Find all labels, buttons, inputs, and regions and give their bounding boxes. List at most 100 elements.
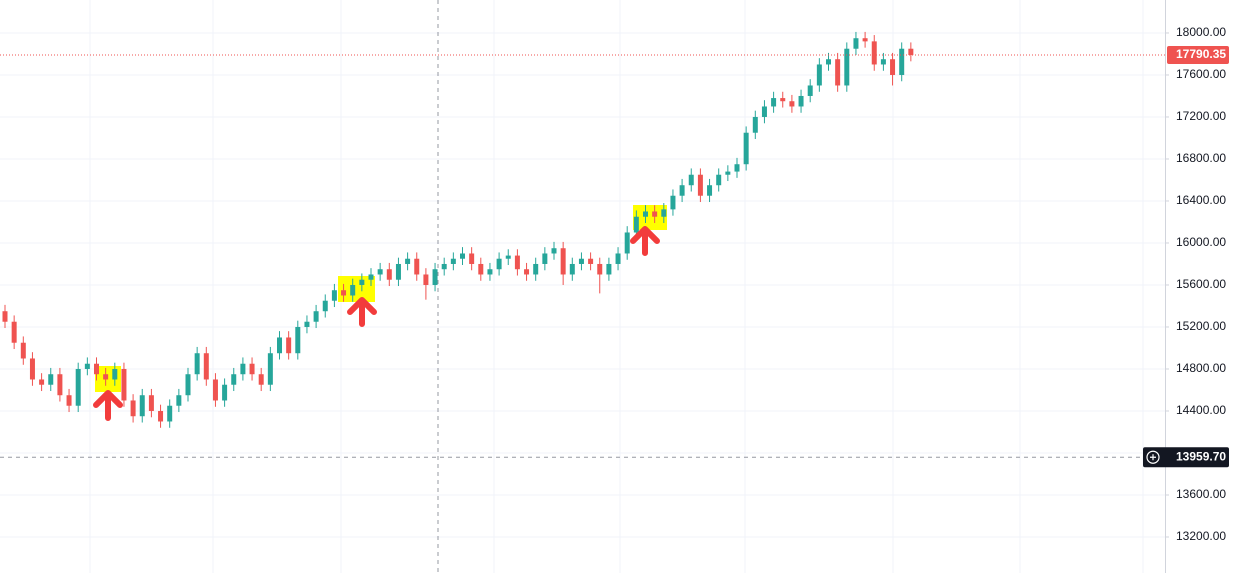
candle-body [487,269,493,275]
candle-body [761,106,767,117]
candle-body [588,258,594,264]
candle-body [48,374,54,385]
candle-body [771,98,777,107]
candle-body [643,211,648,217]
candle-body [112,368,118,380]
candle-body [222,384,228,401]
y-tick-label: 17600.00 [1176,67,1226,81]
crosshair-box [1143,447,1229,468]
candle-body [816,64,822,86]
candle-body [496,258,502,270]
candle-body [158,410,164,422]
candle-body [679,185,685,196]
vertical-grid [89,0,1144,573]
candle-body [615,253,621,264]
candle-body [862,38,868,42]
candle-body [331,290,337,301]
candle-body [652,211,658,217]
candle-body [322,300,328,312]
up-arrow [630,226,660,256]
last-price-label: 17790.35 [1176,47,1226,61]
candle-body [478,263,484,275]
candle-body [240,363,246,375]
crosshair-label: 13959.70 [1176,449,1226,463]
candle-body [469,253,475,264]
candle-body [368,274,374,280]
candle-body [597,263,603,275]
add-icon [1146,450,1160,464]
candle-body [908,48,914,55]
candle-body [716,174,722,186]
candle-body [890,59,896,75]
candle-body [203,353,209,380]
y-tick-label: 15600.00 [1176,277,1226,291]
y-tick-label: 14800.00 [1176,361,1226,375]
candle-body [789,101,795,107]
candle-body [432,269,438,285]
candle-body [826,59,831,65]
candle-body [103,374,109,380]
candle-body [212,379,218,401]
candle-body [514,255,520,270]
candle-body [185,374,191,396]
candle-body [377,269,383,275]
candle-body [441,263,447,270]
y-tick-label: 18000.00 [1176,25,1226,39]
overlay [0,54,1165,458]
candle-body [423,274,429,285]
candle-body [578,258,584,264]
candle-body [231,374,237,385]
candle-body [57,374,63,396]
candle-body [405,258,411,264]
y-tick-label: 13600.00 [1176,487,1226,501]
candle-body [780,98,786,102]
candle-body [84,363,90,369]
candle-body [139,395,145,417]
candle-body [350,284,356,296]
candle-body [844,48,850,86]
candle-body [313,311,319,322]
candle-body [39,379,45,385]
candle-body [277,337,282,354]
candle-body [752,116,758,133]
candle-body [880,59,886,65]
candle-body [414,258,420,275]
candle-body [633,216,639,233]
y-tick-label: 16800.00 [1176,151,1226,165]
candle-body [258,374,264,385]
candle-body [524,269,530,275]
candle-body [835,59,841,86]
y-tick-label: 14400.00 [1176,403,1226,417]
candle-body [569,263,575,275]
candle-body [899,48,905,75]
candle-body [121,368,127,401]
candle-body [807,85,813,96]
candle-body [798,95,804,107]
candle-body [460,253,465,259]
candle-body [130,400,136,417]
candle-body [286,337,292,354]
candle-body [743,132,749,165]
candles [2,31,914,428]
candle-body [688,174,694,186]
candle-body [542,253,548,264]
candle-body [359,279,365,285]
candle-body [707,185,713,196]
y-tick-label: 16400.00 [1176,193,1226,207]
price-axis: 13200.0013600.0014000.0014400.0014800.00… [1143,25,1229,543]
candle-body [871,41,877,65]
candle-body [560,248,566,275]
candle-body [249,363,255,375]
y-tick-label: 17200.00 [1176,109,1226,123]
candle-body [734,164,740,172]
horizontal-grid [0,32,1165,538]
candle-body [29,358,35,380]
y-tick-label: 15200.00 [1176,319,1226,333]
candle-body [194,353,200,375]
candle-body [304,321,310,327]
candle-body [395,263,401,280]
candle-body [94,363,99,375]
candle-body [66,395,72,406]
